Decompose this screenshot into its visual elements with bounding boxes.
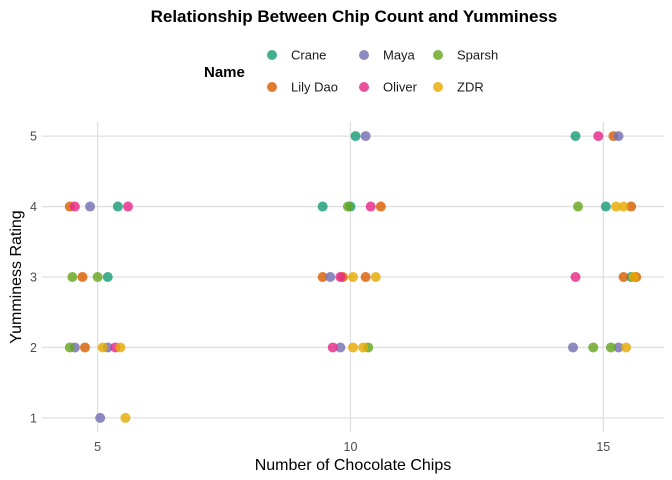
legend-key-oliver xyxy=(359,82,369,92)
data-points xyxy=(64,131,642,423)
data-point-zdr xyxy=(115,342,126,353)
chart-title: Relationship Between Chip Count and Yumm… xyxy=(151,7,558,26)
y-tick-label: 5 xyxy=(30,130,37,144)
data-point-crane xyxy=(317,201,328,212)
legend-label: ZDR xyxy=(457,80,484,95)
data-point-lily-dao xyxy=(618,272,629,282)
legend-label: Maya xyxy=(383,48,416,63)
data-point-maya xyxy=(613,342,624,353)
data-point-sparsh xyxy=(588,342,599,353)
legend-label: Crane xyxy=(291,48,326,63)
legend-key-zdr xyxy=(433,82,443,92)
data-point-maya xyxy=(95,412,106,423)
data-point-sparsh xyxy=(342,201,353,212)
data-point-crane xyxy=(600,201,611,212)
data-point-zdr xyxy=(348,272,358,282)
legend-key-lily-dao xyxy=(267,82,277,92)
data-point-sparsh xyxy=(92,272,103,282)
x-axis-title: Number of Chocolate Chips xyxy=(255,457,452,474)
data-point-zdr xyxy=(610,201,621,212)
data-point-maya xyxy=(325,272,336,282)
x-tick-label: 15 xyxy=(596,440,610,454)
y-tick-label: 1 xyxy=(30,411,37,425)
y-tick-label: 2 xyxy=(30,341,37,355)
legend-title: Name xyxy=(204,64,245,81)
data-point-oliver xyxy=(122,201,133,212)
data-point-lily-dao xyxy=(375,201,386,212)
data-point-sparsh xyxy=(605,342,616,353)
x-axis-ticks: 5 10 15 xyxy=(94,440,610,454)
data-point-oliver xyxy=(335,272,346,282)
legend-label: Lily Dao xyxy=(291,80,338,95)
data-point-maya xyxy=(85,201,96,212)
y-axis-title: Yumminess Rating xyxy=(8,210,25,343)
data-point-zdr xyxy=(618,201,629,212)
legend-label: Sparsh xyxy=(457,48,498,63)
data-point-lily-dao xyxy=(317,272,328,282)
data-point-zdr xyxy=(628,272,639,282)
data-point-maya xyxy=(567,342,578,353)
y-axis-ticks: 1 2 3 4 5 xyxy=(30,130,37,426)
data-point-sparsh xyxy=(64,342,75,353)
data-point-sparsh xyxy=(573,201,584,212)
data-point-oliver xyxy=(69,201,80,212)
data-point-oliver xyxy=(570,272,581,282)
data-point-crane xyxy=(112,201,123,212)
data-point-crane xyxy=(102,272,113,282)
data-point-lily-dao xyxy=(360,272,371,282)
x-tick-label: 10 xyxy=(344,440,358,454)
data-point-maya xyxy=(335,342,346,353)
data-point-lily-dao xyxy=(626,201,637,212)
data-point-zdr xyxy=(358,342,369,353)
legend-label: Oliver xyxy=(383,80,418,95)
data-point-zdr xyxy=(621,342,632,353)
data-point-crane xyxy=(570,131,581,142)
legend-key-crane xyxy=(267,50,277,60)
y-tick-label: 3 xyxy=(30,271,37,285)
legend: Name Crane Lily Dao Maya Oliver Sparsh ZDR xyxy=(204,48,498,95)
y-tick-label: 4 xyxy=(30,200,37,214)
data-point-zdr xyxy=(97,342,108,353)
x-tick-label: 5 xyxy=(94,440,101,454)
data-point-oliver xyxy=(593,131,604,142)
data-point-maya xyxy=(360,131,371,142)
data-point-crane xyxy=(350,131,361,142)
data-point-maya xyxy=(613,131,624,142)
data-point-oliver xyxy=(327,342,338,353)
data-point-zdr xyxy=(370,272,381,282)
data-point-lily-dao xyxy=(77,272,88,282)
legend-key-sparsh xyxy=(433,50,443,60)
data-point-zdr xyxy=(348,342,358,353)
data-point-sparsh xyxy=(67,272,78,282)
data-point-lily-dao xyxy=(79,342,90,353)
legend-key-maya xyxy=(359,50,369,60)
data-point-zdr xyxy=(120,412,131,423)
data-point-oliver xyxy=(365,201,376,212)
